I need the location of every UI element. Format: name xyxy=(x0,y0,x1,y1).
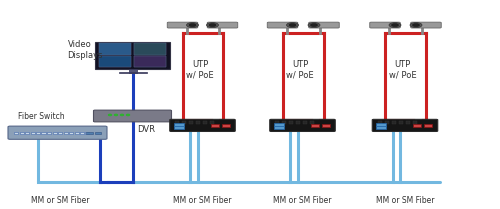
Circle shape xyxy=(308,23,320,28)
Bar xyxy=(20,132,24,134)
Circle shape xyxy=(286,23,298,28)
Bar xyxy=(86,132,92,134)
Bar xyxy=(274,126,284,129)
Bar xyxy=(289,121,293,124)
Text: Fiber Switch: Fiber Switch xyxy=(18,112,64,121)
Bar xyxy=(64,132,68,134)
Bar xyxy=(413,124,421,127)
Circle shape xyxy=(412,24,420,27)
Circle shape xyxy=(189,24,196,27)
Bar xyxy=(30,132,34,134)
Bar xyxy=(376,123,386,126)
Bar xyxy=(174,126,184,129)
Bar xyxy=(176,121,180,124)
Bar xyxy=(392,121,396,124)
FancyBboxPatch shape xyxy=(309,22,340,28)
Bar xyxy=(385,121,389,124)
Bar xyxy=(25,132,29,134)
Bar xyxy=(134,56,166,67)
Bar xyxy=(94,132,101,134)
FancyBboxPatch shape xyxy=(370,22,400,28)
FancyBboxPatch shape xyxy=(94,110,172,122)
Circle shape xyxy=(209,24,216,27)
Bar xyxy=(134,56,166,67)
Bar xyxy=(42,132,46,134)
Text: MM or SM Fiber: MM or SM Fiber xyxy=(31,196,89,205)
Bar xyxy=(222,124,230,127)
Circle shape xyxy=(410,23,422,28)
FancyBboxPatch shape xyxy=(372,119,438,131)
Circle shape xyxy=(206,23,218,28)
Text: MM or SM Fiber: MM or SM Fiber xyxy=(273,196,332,205)
Bar xyxy=(424,124,432,127)
Bar xyxy=(14,132,18,134)
Bar xyxy=(406,121,410,124)
Text: UTP
w/ PoE: UTP w/ PoE xyxy=(186,60,214,80)
FancyBboxPatch shape xyxy=(267,22,298,28)
Bar xyxy=(203,121,207,124)
Bar xyxy=(99,56,131,67)
Bar xyxy=(174,123,184,126)
FancyBboxPatch shape xyxy=(208,22,238,28)
Bar xyxy=(99,43,131,55)
Bar xyxy=(95,42,170,69)
Bar xyxy=(47,132,51,134)
Bar xyxy=(86,132,89,134)
Bar xyxy=(52,132,56,134)
Bar xyxy=(99,56,131,67)
Text: UTP
w/ PoE: UTP w/ PoE xyxy=(286,60,314,80)
Text: Video
Displays: Video Displays xyxy=(68,41,103,60)
Bar xyxy=(118,72,146,73)
Bar xyxy=(74,132,78,134)
Bar xyxy=(275,121,279,124)
Bar xyxy=(80,132,84,134)
Text: DVR: DVR xyxy=(138,125,156,134)
Bar xyxy=(190,121,194,124)
Text: MM or SM Fiber: MM or SM Fiber xyxy=(376,196,434,205)
FancyBboxPatch shape xyxy=(167,22,198,28)
Text: UTP
w/ PoE: UTP w/ PoE xyxy=(388,60,416,80)
FancyBboxPatch shape xyxy=(411,22,442,28)
Bar xyxy=(99,43,131,55)
Bar xyxy=(399,121,403,124)
Bar xyxy=(134,43,166,55)
Bar xyxy=(296,121,300,124)
Circle shape xyxy=(126,114,130,116)
Bar xyxy=(36,132,40,134)
Bar xyxy=(128,69,136,73)
Bar xyxy=(322,124,330,127)
Circle shape xyxy=(108,114,112,116)
Bar xyxy=(310,124,318,127)
Bar xyxy=(378,121,382,124)
Bar xyxy=(282,121,286,124)
Circle shape xyxy=(392,24,398,27)
Bar xyxy=(58,132,62,134)
Bar xyxy=(211,124,219,127)
FancyBboxPatch shape xyxy=(270,119,335,131)
Bar xyxy=(196,121,200,124)
Circle shape xyxy=(120,114,124,116)
Bar xyxy=(274,123,284,126)
Circle shape xyxy=(186,23,198,28)
Bar xyxy=(134,43,166,55)
Bar xyxy=(310,121,314,124)
Bar xyxy=(69,132,73,134)
Circle shape xyxy=(289,24,296,27)
Bar xyxy=(182,121,186,124)
Bar xyxy=(210,121,214,124)
Circle shape xyxy=(389,23,401,28)
Bar xyxy=(413,121,417,124)
Text: MM or SM Fiber: MM or SM Fiber xyxy=(174,196,232,205)
FancyBboxPatch shape xyxy=(170,119,235,131)
Circle shape xyxy=(114,114,117,116)
Bar xyxy=(303,121,307,124)
Bar xyxy=(376,126,386,129)
Circle shape xyxy=(310,24,318,27)
FancyBboxPatch shape xyxy=(8,126,107,139)
